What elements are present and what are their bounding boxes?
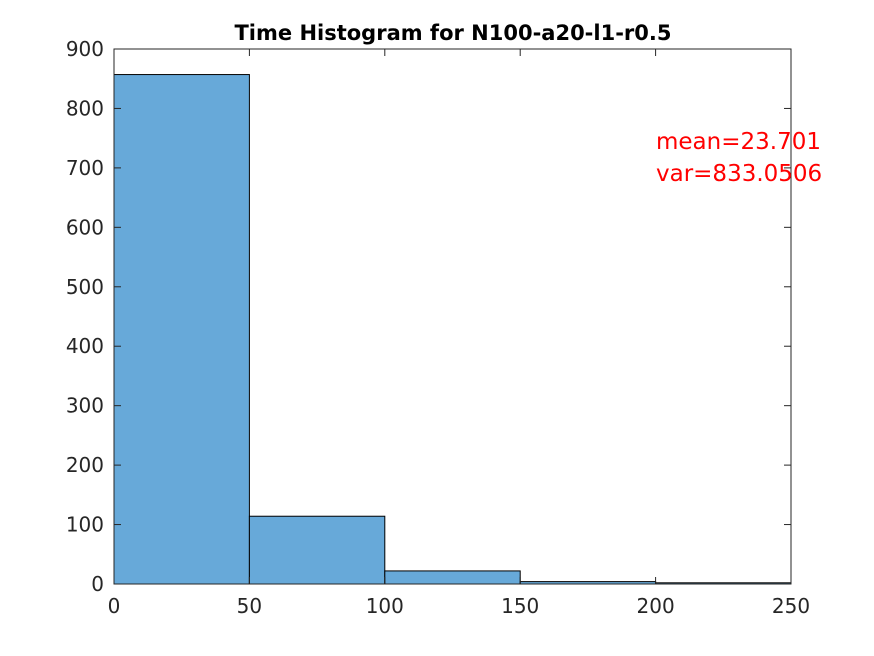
x-tick-label: 150: [501, 594, 539, 618]
x-tick-labels: 0 50 100 150 200 250: [108, 594, 810, 618]
y-tick-label: 500: [66, 275, 104, 299]
variance-annotation: var=833.0506: [656, 161, 822, 187]
x-tick-label: 50: [237, 594, 262, 618]
y-tick-label: 900: [66, 37, 104, 61]
y-tick-label: 0: [91, 572, 104, 596]
histogram-bar-1: [113, 74, 250, 585]
mean-annotation: mean=23.701: [656, 129, 821, 155]
y-tick-label: 300: [66, 394, 104, 418]
histogram-bar-3: [384, 570, 521, 585]
y-tick-label: 600: [66, 215, 104, 239]
y-tick-labels: 0 100 200 300 400 500 600 700 800 900: [66, 37, 104, 596]
tick-marks: [113, 48, 792, 585]
y-tick-label: 200: [66, 453, 104, 477]
x-tick-label: 100: [366, 594, 404, 618]
y-tick-label: 100: [66, 513, 104, 537]
y-tick-label: 800: [66, 96, 104, 120]
y-tick-label: 400: [66, 334, 104, 358]
x-tick-label: 250: [772, 594, 810, 618]
histogram-bar-2: [248, 515, 386, 585]
chart-title: Time Histogram for N100-a20-l1-r0.5: [234, 21, 671, 45]
x-tick-label: 200: [637, 594, 675, 618]
x-tick-label: 0: [108, 594, 121, 618]
y-tick-label: 700: [66, 156, 104, 180]
axes-box: [113, 48, 792, 585]
